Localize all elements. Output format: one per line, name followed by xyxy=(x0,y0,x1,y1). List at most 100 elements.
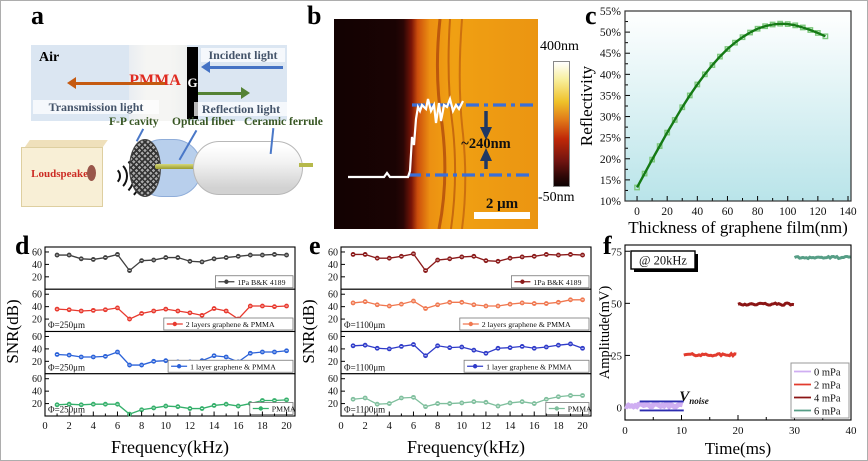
y-tick-label: 45% xyxy=(600,48,622,60)
afm-colorbar xyxy=(553,61,570,187)
x-tick-label: 12 xyxy=(481,421,492,432)
y-tick-label: 20 xyxy=(328,315,338,326)
x-tick-label: 20 xyxy=(661,206,673,218)
y-axis-label: SNR(dB) xyxy=(7,299,22,363)
y-tick-label: 25% xyxy=(600,133,622,145)
x-tick-label: 10 xyxy=(457,421,468,432)
legend-label: 4 mPa xyxy=(814,393,841,404)
x-tick-label: 0 xyxy=(634,206,640,218)
legend-label: 2 layers graphene & PMMA xyxy=(482,320,571,329)
x-tick-label: 2 xyxy=(67,421,72,432)
y-tick-label: 60 xyxy=(328,374,338,385)
data-marker xyxy=(724,46,731,52)
ceramic-ferrule-label: Ceramic ferrule xyxy=(244,116,323,128)
y-axis-label: SNR(dB) xyxy=(303,299,318,363)
y-tick-label: 10% xyxy=(600,196,622,208)
x-axis-label: Time(ms) xyxy=(705,439,771,458)
x-tick-label: 40 xyxy=(692,206,704,218)
x-tick-label: 60 xyxy=(722,206,734,218)
y-tick-label: 40 xyxy=(328,260,338,271)
x-tick-label: 8 xyxy=(139,421,144,432)
x-tick-label: 4 xyxy=(387,421,393,432)
legend-box xyxy=(510,275,590,289)
y-tick-label: 40% xyxy=(600,69,622,81)
data-marker xyxy=(709,62,716,68)
x-tick-label: 20 xyxy=(733,425,745,437)
loudspeaker-label: Loudspeaker xyxy=(31,168,93,180)
incident-light-label: Incident light xyxy=(201,48,285,63)
y-tick-label: 20 xyxy=(32,272,42,283)
legend-label: 1Pa B&K 4189 xyxy=(237,278,285,287)
y-tick-label: 20 xyxy=(328,357,338,368)
colorbar-min-label: -50nm xyxy=(538,190,575,205)
x-tick-label: 10 xyxy=(676,425,688,437)
y-tick-label: 40 xyxy=(328,387,338,398)
x-tick-label: 120 xyxy=(809,206,827,218)
x-tick-label: 18 xyxy=(553,421,564,432)
legend-label: 2 layers graphene & PMMA xyxy=(186,320,275,329)
y-tick-label: 60 xyxy=(32,290,42,301)
legend-box xyxy=(167,359,294,373)
reflectivity-chart-svg: 10% 15% 20% 25% 30% 35% 40% 45% 50% 55% 0 20 40 60 80 1… xyxy=(579,6,857,237)
frequency-annotation-box xyxy=(630,250,696,270)
x-tick-label: 14 xyxy=(209,421,220,432)
pmma-label: PMMA xyxy=(129,72,181,89)
data-marker xyxy=(694,81,701,88)
pressure-step-trace xyxy=(737,301,795,307)
colorbar-max-label: 400nm xyxy=(540,39,579,54)
data-marker xyxy=(701,71,708,78)
y-tick-label: 60 xyxy=(328,290,338,301)
y-tick-label: 0 xyxy=(617,403,623,415)
afm-image: ~240nm 2 μm xyxy=(334,19,538,229)
y-tick-label: 35% xyxy=(600,90,622,102)
amplitude-steps-chart-svg: 0 25 50 75 0 10 20 30 40 @ 20kHz Vnoise 0 mPa 2 mPa 4… xyxy=(599,244,857,458)
x-axis-label: Frequency(kHz) xyxy=(111,437,229,458)
y-tick-label: 20 xyxy=(328,399,338,410)
x-axis-label: Thickness of graphene film(nm) xyxy=(628,218,848,237)
y-tick-label: 20 xyxy=(32,399,42,410)
y-tick-label: 20 xyxy=(32,357,42,368)
scale-bar-label: 2 μm xyxy=(486,196,519,212)
ceramic-ferrule-cylinder xyxy=(193,141,303,195)
legend-box xyxy=(249,402,294,415)
step-height-annotation: ~240nm xyxy=(461,136,510,152)
loudspeaker-driver-icon xyxy=(87,165,96,181)
x-tick-label: 6 xyxy=(115,421,120,432)
transmission-light-label: Transmission light xyxy=(33,100,159,115)
legend-label: PMMA xyxy=(568,405,592,414)
pressure-step-trace xyxy=(624,401,684,411)
x-tick-label: 6 xyxy=(411,421,416,432)
legend-label: 1Pa B&K 4189 xyxy=(533,278,581,287)
y-tick-label: 40 xyxy=(32,260,42,271)
legend-box xyxy=(545,402,590,415)
x-tick-label: 12 xyxy=(185,421,196,432)
y-tick-label: 40 xyxy=(32,302,42,313)
y-tick-label: 25 xyxy=(611,350,623,362)
y-tick-label: 50 xyxy=(611,298,623,310)
graphene-g-label: G xyxy=(187,75,198,90)
afm-overlay-svg: ~240nm 2 μm xyxy=(348,19,534,229)
panel-b-label: b xyxy=(307,1,322,30)
y-tick-label: 40 xyxy=(32,387,42,398)
x-axis-label: Frequency(kHz) xyxy=(407,437,525,458)
legend-label: PMMA xyxy=(272,405,296,414)
diaphragm-size-label: Φ=1100μm xyxy=(344,362,385,372)
y-tick-label: 20% xyxy=(600,154,622,166)
y-tick-label: 15% xyxy=(600,175,622,187)
optical-fiber-label: Optical fiber xyxy=(172,116,235,128)
x-tick-label: 100 xyxy=(779,206,797,218)
y-tick-label: 40 xyxy=(328,344,338,355)
x-tick-label: 18 xyxy=(257,421,268,432)
legend-box xyxy=(163,317,294,331)
y-tick-label: 50% xyxy=(600,27,622,39)
x-tick-label: 14 xyxy=(505,421,516,432)
pressure-step-trace xyxy=(683,351,737,358)
optical-fiber-line xyxy=(155,164,197,169)
y-tick-label: 30% xyxy=(600,112,622,124)
x-tick-label: 0 xyxy=(622,425,628,437)
y-axis-label: Reflectivity xyxy=(579,65,596,146)
x-tick-label: 20 xyxy=(577,421,588,432)
x-tick-label: 30 xyxy=(789,425,801,437)
y-tick-label: 20 xyxy=(32,315,42,326)
